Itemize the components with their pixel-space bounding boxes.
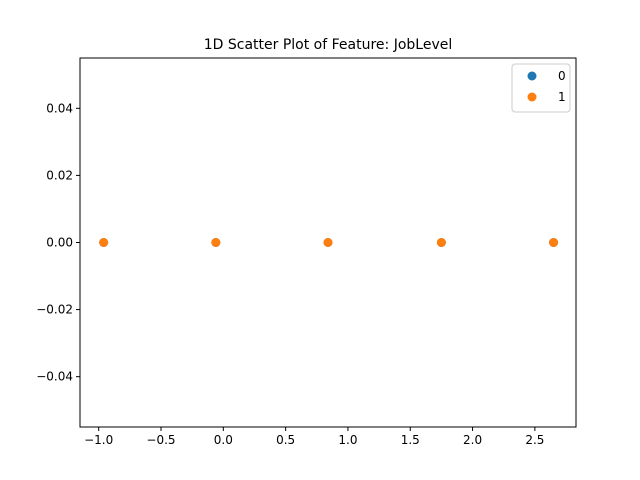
legend-box — [511, 63, 571, 113]
x-tick-label: 1.0 — [338, 433, 357, 447]
legend-marker-0 — [527, 71, 537, 81]
y-tick-label: −0.02 — [36, 303, 73, 317]
y-tick-label: 0.02 — [46, 168, 73, 182]
y-tick-label: 0.04 — [46, 101, 73, 115]
data-point-series-1 — [436, 238, 446, 247]
x-tick-label: 0.0 — [214, 433, 233, 447]
x-tick-label: 2.0 — [463, 433, 482, 447]
x-tick-label: 2.5 — [525, 433, 544, 447]
legend-label-0: 0 — [558, 69, 566, 83]
legend-label-1: 1 — [558, 90, 566, 104]
y-tick-label: −0.04 — [36, 370, 73, 384]
data-point-series-1 — [211, 238, 221, 247]
points-layer — [99, 238, 559, 247]
y-tick-label: 0.00 — [46, 236, 73, 250]
x-tick-label: −0.5 — [146, 433, 175, 447]
x-tick-label: −1.0 — [84, 433, 113, 447]
x-tick-label: 1.5 — [401, 433, 420, 447]
y-axis: 0.04 0.02 0.00 −0.02 −0.04 — [36, 101, 80, 384]
x-axis: −1.0 −0.5 0.0 0.5 1.0 1.5 2.0 2.5 — [84, 427, 544, 447]
data-point-series-1 — [323, 238, 333, 247]
data-point-series-1 — [549, 238, 559, 247]
legend: 01 — [511, 63, 571, 113]
data-point-series-1 — [99, 238, 109, 247]
x-tick-label: 0.5 — [276, 433, 295, 447]
legend-marker-1 — [527, 92, 537, 102]
chart-title: 1D Scatter Plot of Feature: JobLevel — [204, 37, 453, 53]
